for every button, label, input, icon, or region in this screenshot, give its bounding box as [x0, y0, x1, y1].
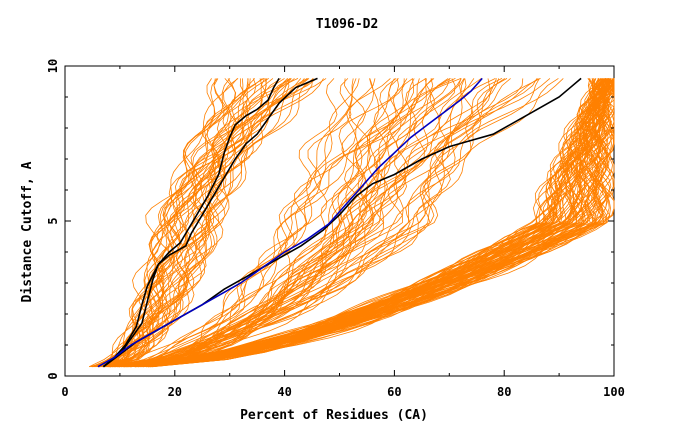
- model-line: [123, 78, 564, 368]
- model-lines: [88, 78, 615, 368]
- y-tick-label: 10: [46, 59, 60, 73]
- model-line: [115, 78, 615, 368]
- highlight-line: [102, 77, 318, 368]
- model-line: [126, 78, 606, 368]
- x-tick-label: 20: [168, 385, 182, 399]
- model-line: [125, 78, 608, 368]
- model-line: [106, 78, 451, 368]
- model-line: [108, 78, 251, 368]
- highlight-line: [102, 77, 280, 368]
- model-line: [105, 78, 482, 368]
- model-line: [120, 78, 352, 368]
- x-axis-label: Percent of Residues (CA): [240, 408, 428, 423]
- model-line: [148, 78, 609, 368]
- x-tick-label: 60: [387, 385, 401, 399]
- model-line: [151, 78, 614, 368]
- model-line: [124, 78, 408, 368]
- model-line: [111, 78, 559, 368]
- model-line: [141, 78, 608, 368]
- model-line: [120, 78, 607, 368]
- model-line: [107, 78, 225, 368]
- model-line: [124, 78, 508, 368]
- model-line: [112, 78, 456, 368]
- model-line: [99, 78, 269, 368]
- model-line: [123, 78, 456, 368]
- x-tick-label: 100: [603, 385, 625, 399]
- model-line: [90, 78, 263, 368]
- model-line: [92, 78, 302, 368]
- model-line: [96, 78, 309, 368]
- model-line: [92, 78, 267, 368]
- model-line: [134, 78, 615, 368]
- model-line: [129, 78, 511, 368]
- y-tick-label: 5: [46, 217, 60, 224]
- model-line: [116, 78, 599, 368]
- model-line: [93, 78, 314, 368]
- model-line: [106, 78, 218, 368]
- x-axis-ticks: 0 20 40 60 80 100: [61, 66, 625, 399]
- model-line: [107, 78, 474, 368]
- model-line: [141, 78, 609, 368]
- model-line: [122, 78, 541, 368]
- model-line: [124, 78, 462, 368]
- x-tick-label: 80: [497, 385, 511, 399]
- model-line: [127, 78, 360, 368]
- model-line: [130, 78, 434, 368]
- model-line: [151, 78, 615, 368]
- model-line: [121, 78, 338, 368]
- model-line: [112, 78, 611, 368]
- model-line: [106, 78, 357, 368]
- model-line: [104, 78, 231, 368]
- model-line: [150, 78, 610, 368]
- model-line: [99, 78, 465, 368]
- model-line: [99, 78, 249, 368]
- model-line: [110, 78, 496, 368]
- model-line: [143, 78, 607, 368]
- model-line: [104, 78, 257, 368]
- y-axis-label: Distance Cutoff, A: [20, 161, 35, 302]
- model-line: [99, 78, 435, 368]
- model-line: [124, 78, 391, 368]
- highlight-lines: [97, 77, 582, 368]
- model-line: [88, 78, 238, 368]
- model-line: [113, 78, 539, 368]
- model-line: [99, 78, 467, 368]
- model-line: [109, 78, 506, 368]
- model-line: [135, 78, 612, 368]
- x-tick-label: 40: [277, 385, 291, 399]
- chart-title: T1096-D2: [316, 17, 379, 32]
- model-line: [98, 78, 285, 368]
- y-axis-ticks: 0 5 10: [46, 59, 614, 380]
- model-line: [92, 78, 251, 368]
- y-tick-label: 0: [46, 372, 60, 379]
- model-line: [130, 78, 405, 368]
- model-line: [125, 78, 400, 368]
- model-line: [107, 78, 230, 368]
- model-line: [102, 78, 256, 368]
- x-tick-label: 0: [61, 385, 68, 399]
- highlight-line: [97, 77, 483, 368]
